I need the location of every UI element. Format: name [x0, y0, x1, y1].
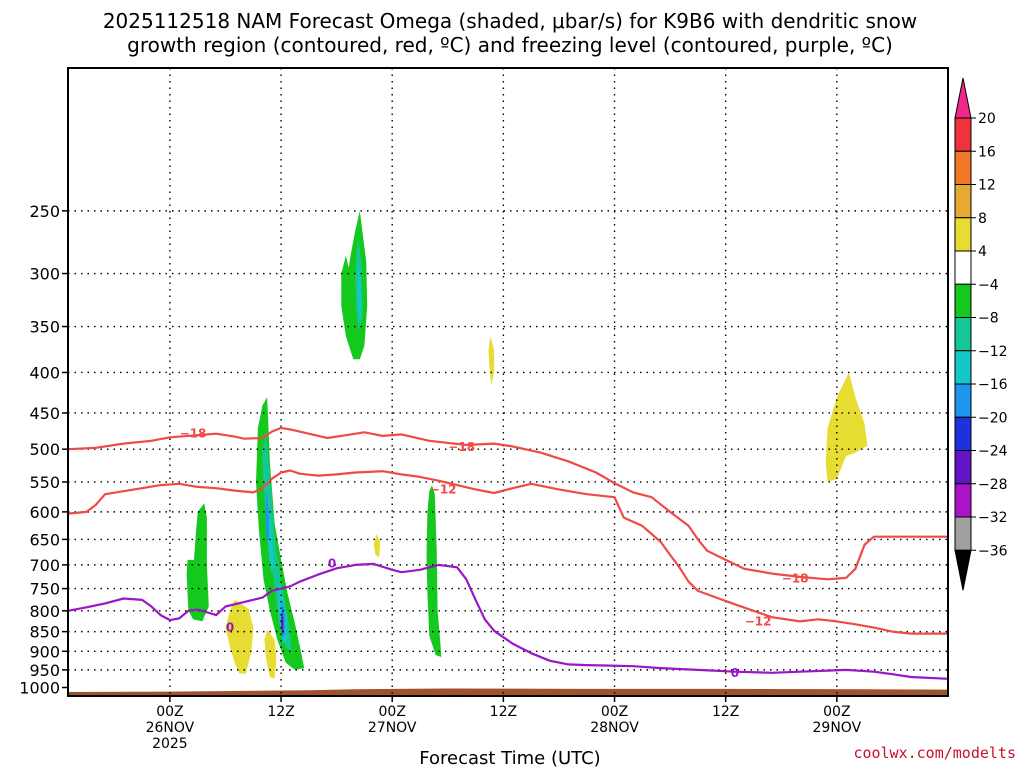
omega-region-13: [357, 261, 361, 322]
colorbar-swatch: [954, 416, 972, 451]
colorbar-label: −28: [978, 477, 1008, 493]
colorbar-label: −16: [978, 377, 1008, 393]
colorbar: 20 16 12 8 4 −4 −8 −12 −16 −20 −24 −28 −32 −36: [954, 77, 1008, 591]
terrain: [68, 688, 948, 696]
colorbar-label: −12: [978, 344, 1008, 360]
x-axis-label: Forecast Time (UTC): [419, 748, 600, 768]
colorbar-swatch: [954, 516, 972, 551]
y-tick-label: 350: [29, 318, 60, 337]
y-tick-label: 750: [29, 580, 60, 599]
colorbar-label: 8: [978, 211, 987, 227]
y-axis-ticks: 2503003504004505005506006507007508008509…: [19, 202, 68, 698]
y-tick-label: 650: [29, 530, 60, 549]
colorbar-label: −8: [978, 311, 999, 327]
colorbar-swatch: [954, 383, 972, 418]
y-tick-label: 850: [29, 623, 60, 642]
y-tick-label: 500: [29, 440, 60, 459]
x-tick-label: 12Z: [490, 704, 517, 720]
contour-label: −18: [448, 440, 475, 454]
omega-region-9: [262, 435, 292, 652]
y-tick-label: 300: [29, 265, 60, 284]
y-tick-label: 950: [29, 661, 60, 680]
colorbar-swatch: [954, 217, 972, 252]
colorbar-swatch: [954, 117, 972, 152]
x-tick-label: 2025: [152, 736, 188, 752]
plot-frame: [67, 67, 949, 697]
x-tick-label: 28NOV: [590, 720, 639, 736]
y-tick-label: 550: [29, 473, 60, 492]
x-tick-label: 26NOV: [146, 720, 195, 736]
grid: [68, 68, 948, 696]
y-tick-label: 800: [29, 602, 60, 621]
colorbar-swatch: [954, 317, 972, 352]
x-tick-label: 12Z: [267, 704, 294, 720]
colorbar-swatch: [954, 283, 972, 318]
colorbar-label: 16: [978, 144, 996, 160]
omega-region-0: [225, 599, 254, 674]
colorbar-label: −32: [978, 510, 1008, 526]
y-tick-label: 700: [29, 556, 60, 575]
colorbar-swatch: [954, 450, 972, 485]
contour-label: −12: [430, 482, 457, 496]
omega-region-7: [341, 210, 368, 360]
contour-label: −18: [180, 427, 207, 441]
contour-line--18: [67, 426, 948, 581]
chart-title-line1: 2025112518 NAM Forecast Omega (shaded, μ…: [103, 9, 917, 33]
omega-region-4: [825, 372, 868, 482]
y-tick-label: 450: [29, 404, 60, 423]
x-tick-label: 00Z: [601, 704, 628, 720]
omega-region-8: [426, 485, 442, 657]
contours: −18 −18 −18 −12 −12 0 0 0: [67, 426, 949, 680]
colorbar-swatch: [954, 350, 972, 385]
contour-label: 0: [226, 621, 234, 635]
omega-region-2: [373, 534, 381, 558]
x-tick-label: 00Z: [823, 704, 850, 720]
omega-shading: [186, 210, 868, 679]
colorbar-label: 20: [978, 111, 996, 127]
contour-line--12: [67, 469, 948, 635]
y-tick-label: 250: [29, 202, 60, 221]
contour-line-0: [67, 562, 949, 680]
contour-label: −12: [745, 614, 772, 628]
colorbar-top-triangle: [954, 77, 972, 119]
omega-region-3: [488, 336, 495, 386]
colorbar-label: −20: [978, 410, 1008, 426]
colorbar-bottom-triangle: [954, 549, 972, 591]
colorbar-swatch: [954, 184, 972, 219]
colorbar-label: −36: [978, 543, 1008, 559]
x-tick-label: 27NOV: [368, 720, 417, 736]
colorbar-swatch: [954, 150, 972, 185]
chart-title-line2: growth region (contoured, red, ºC) and f…: [127, 33, 893, 57]
contour-label: 0: [731, 666, 739, 680]
x-tick-label: 29NOV: [813, 720, 862, 736]
colorbar-swatch: [954, 483, 972, 518]
credit-link[interactable]: coolwx.com/modelts: [853, 744, 1016, 762]
colorbar-label: −24: [978, 444, 1008, 460]
x-tick-label: 00Z: [379, 704, 406, 720]
y-tick-label: 1000: [19, 679, 60, 698]
x-tick-label: 00Z: [156, 704, 183, 720]
terrain-fill: [68, 688, 948, 696]
colorbar-swatch: [954, 250, 972, 285]
contour-label: −18: [782, 571, 809, 585]
y-tick-label: 400: [29, 363, 60, 382]
omega-region-5: [186, 503, 209, 622]
y-tick-label: 900: [29, 642, 60, 661]
y-tick-label: 600: [29, 503, 60, 522]
colorbar-label: 4: [978, 244, 987, 260]
omega-region-1: [264, 629, 277, 679]
contour-label: 0: [328, 556, 336, 570]
colorbar-label: −4: [978, 277, 999, 293]
x-tick-label: 12Z: [712, 704, 739, 720]
omega-region-14: [265, 488, 269, 542]
colorbar-label: 12: [978, 178, 996, 194]
